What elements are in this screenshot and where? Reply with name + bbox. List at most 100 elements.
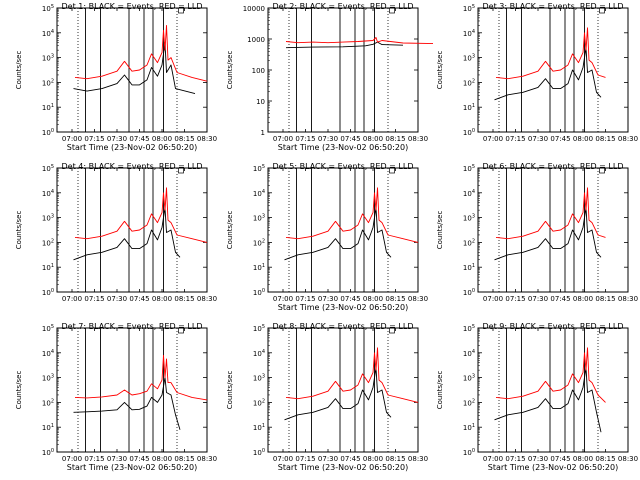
x-tick-label: 07:00 [62, 455, 82, 463]
x-tick-label: 08:30 [197, 295, 217, 303]
x-tick-label: 08:15 [595, 135, 615, 143]
x-tick-label: 07:30 [528, 295, 548, 303]
panel-title: Det 9: BLACK = Events, RED = LLD [483, 322, 624, 331]
y-tick-label: 105 [42, 324, 54, 333]
x-tick-label: 07:45 [550, 295, 570, 303]
y-tick-label: 100 [42, 288, 54, 297]
y-axis-label: Counts/sec [436, 371, 444, 410]
lld-rate-line [285, 347, 419, 403]
y-tick-label: 101 [42, 263, 54, 272]
panel-title: Det 4: BLACK = Events, RED = LLD [62, 162, 203, 171]
y-tick-label: 101 [42, 103, 54, 112]
corner-marker [599, 7, 605, 14]
x-tick-label: 07:30 [107, 135, 127, 143]
y-tick-label: 101 [42, 423, 54, 432]
panel-title: Det 5: BLACK = Events, RED = LLD [273, 162, 414, 171]
detector-panel: Det 4: BLACK = Events, RED = LLD 07:00 07:… [15, 162, 217, 303]
y-tick-label: 102 [42, 238, 54, 247]
x-tick-label: 07:30 [528, 455, 548, 463]
y-tick-label: 100 [252, 67, 265, 75]
x-tick-label: 07:15 [505, 295, 525, 303]
x-tick-label: 08:00 [573, 295, 593, 303]
x-tick-label: 08:30 [197, 455, 217, 463]
lld-rate-line [495, 27, 606, 80]
plot-frame [267, 327, 419, 453]
y-tick-label: 102 [42, 78, 54, 87]
y-axis-label: Counts/sec [15, 211, 23, 250]
lld-rate-line [74, 187, 208, 243]
y-tick-label: 101 [463, 263, 475, 272]
y-tick-label: 104 [42, 189, 54, 198]
x-tick-label: 08:00 [573, 135, 593, 143]
y-axis-label: Counts/sec [15, 51, 23, 90]
corner-marker [389, 167, 395, 174]
x-tick-label: 08:15 [174, 135, 194, 143]
corner-marker [389, 327, 395, 334]
lld-rate-line [285, 37, 434, 45]
y-tick-label: 105 [463, 164, 475, 173]
x-tick-label: 07:45 [129, 455, 149, 463]
x-tick-label: 08:00 [363, 295, 383, 303]
x-axis-label: Start Time (23-Nov-02 06:50:20) [488, 463, 618, 472]
y-tick-label: 100 [463, 448, 475, 457]
y-axis-label: Counts/sec [436, 211, 444, 250]
plot-frame [267, 7, 419, 133]
y-tick-label: 100 [42, 128, 54, 137]
y-tick-label: 100 [253, 288, 265, 297]
y-tick-label: 100 [42, 448, 54, 457]
x-tick-label: 07:45 [129, 135, 149, 143]
plot-frame [477, 7, 629, 133]
y-tick-label: 103 [42, 54, 54, 63]
x-tick-label: 07:30 [107, 455, 127, 463]
y-tick-label: 103 [42, 374, 54, 383]
y-tick-label: 100 [463, 288, 475, 297]
x-tick-label: 08:15 [174, 295, 194, 303]
x-tick-label: 08:30 [408, 295, 428, 303]
plot-frame [56, 327, 208, 453]
y-tick-label: 10 [256, 98, 265, 106]
x-tick-label: 07:15 [84, 455, 104, 463]
y-axis-label: Counts/sec [436, 51, 444, 90]
x-tick-label: 07:45 [550, 135, 570, 143]
y-tick-label: 103 [253, 214, 265, 223]
y-tick-label: 102 [463, 238, 475, 247]
corner-marker [178, 327, 184, 334]
y-tick-label: 104 [463, 189, 475, 198]
x-tick-label: 08:15 [595, 455, 615, 463]
corner-marker [389, 7, 395, 14]
lld-rate-line [495, 187, 606, 240]
x-tick-label: 08:15 [385, 295, 405, 303]
y-tick-label: 1000 [247, 36, 265, 44]
x-tick-label: 07:45 [340, 455, 360, 463]
plot-frame [477, 327, 629, 453]
x-tick-label: 07:15 [84, 295, 104, 303]
x-tick-label: 07:00 [62, 135, 82, 143]
x-tick-label: 07:00 [62, 295, 82, 303]
panel-title: Det 2: BLACK = Events, RED = LLD [273, 2, 414, 11]
x-tick-label: 08:15 [385, 135, 405, 143]
x-tick-label: 08:15 [595, 295, 615, 303]
x-tick-label: 08:15 [174, 455, 194, 463]
events-rate-line [73, 207, 181, 261]
y-tick-label: 101 [253, 263, 265, 272]
y-tick-label: 1 [261, 129, 265, 137]
plot-frame [477, 167, 629, 293]
y-tick-label: 104 [42, 349, 54, 358]
y-tick-label: 103 [463, 214, 475, 223]
x-tick-label: 08:00 [152, 135, 172, 143]
x-tick-label: 07:45 [340, 135, 360, 143]
lld-rate-line [74, 24, 208, 82]
panel-title: Det 3: BLACK = Events, RED = LLD [483, 2, 624, 11]
y-tick-label: 102 [253, 238, 265, 247]
y-tick-label: 105 [42, 164, 54, 173]
y-tick-label: 103 [253, 374, 265, 383]
x-tick-label: 07:30 [318, 455, 338, 463]
y-axis-label: Counts/sec [226, 371, 234, 410]
y-tick-label: 102 [42, 398, 54, 407]
plot-frame [56, 167, 208, 293]
y-tick-label: 105 [42, 4, 54, 13]
events-rate-line [494, 207, 602, 261]
